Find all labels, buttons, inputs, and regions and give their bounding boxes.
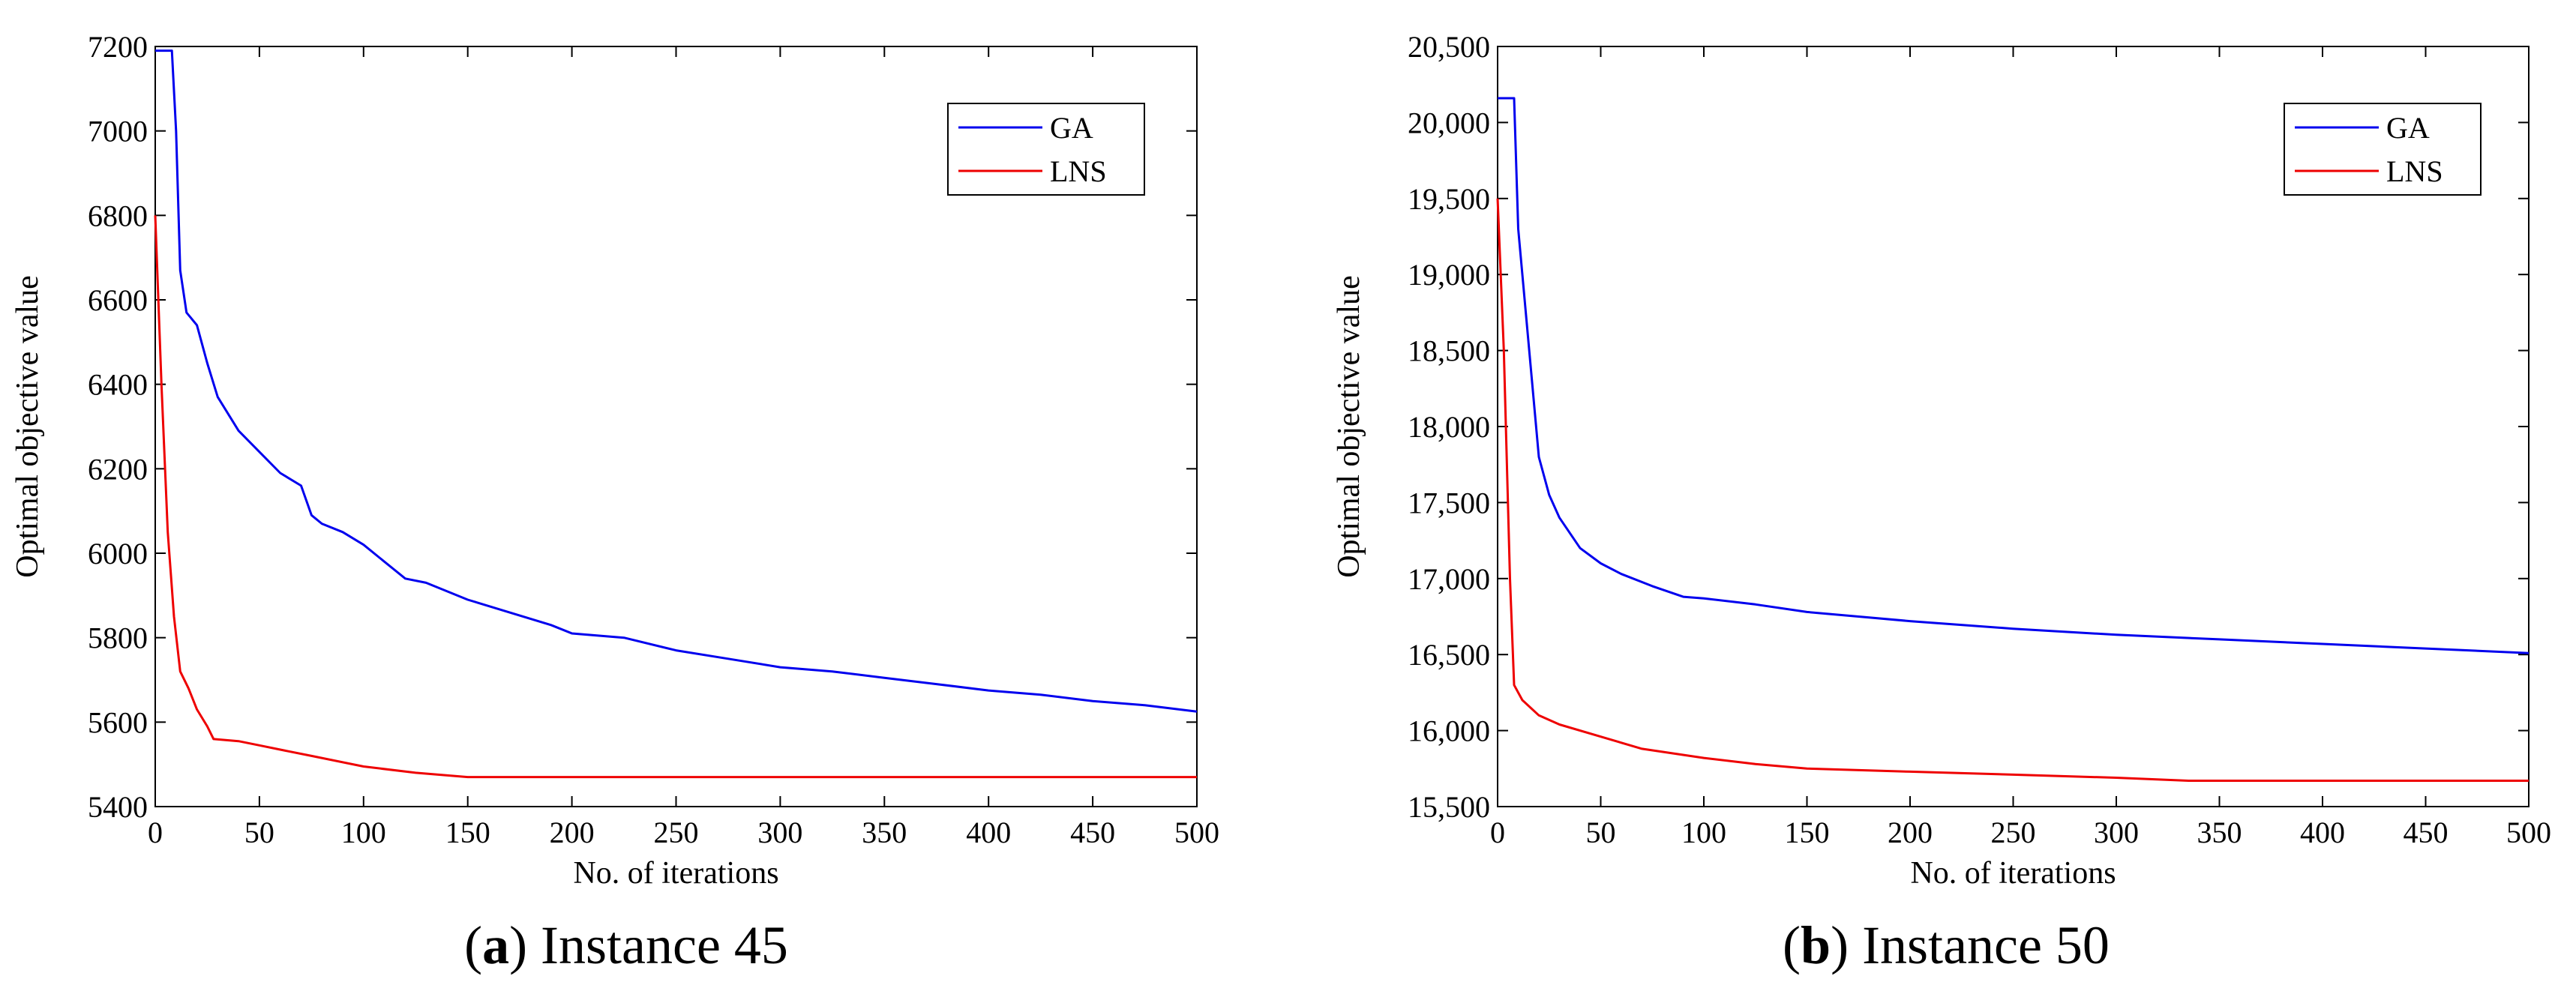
legend-ga-label-b: GA (2386, 111, 2430, 145)
caption-close-a: ) (509, 915, 527, 975)
y-tick-label-b: 20,000 (1408, 106, 1490, 139)
x-tick-label-a: 150 (445, 816, 490, 849)
y-tick-label-a: 5800 (88, 621, 148, 655)
y-tick-label-a: 6000 (88, 537, 148, 570)
x-axis-label-b: No. of iterations (1910, 856, 2116, 891)
y-tick-label-b: 17,000 (1408, 562, 1490, 596)
caption-letter-b: b (1801, 915, 1831, 975)
x-tick-label-b: 300 (2094, 816, 2139, 849)
y-tick-label-a: 7000 (88, 115, 148, 148)
x-tick-label-a: 450 (1070, 816, 1115, 849)
chart-panel-a: 5400 5600 5800 6000 6200 6400 6600 6800 7000 7200… (10, 30, 1219, 975)
y-tick-label-a: 6800 (88, 199, 148, 232)
legend-lns-label-a: LNS (1050, 154, 1107, 188)
y-tick-label-a: 7200 (88, 30, 148, 64)
x-tick-label-b: 400 (2300, 816, 2345, 849)
legend-box-a (947, 103, 1145, 196)
y-tick-label-a: 6600 (88, 283, 148, 317)
y-tick-label-b: 19,000 (1408, 258, 1490, 292)
series-lns-line-a (154, 215, 1197, 779)
y-axis-label-a: Optimal objective value (10, 275, 45, 578)
y-tick-label-a: 6400 (88, 368, 148, 402)
x-tick-label-b: 200 (1888, 816, 1933, 849)
chart-panel-b: 15,500 16,000 16,500 17,000 17,500 18,000 18,5… (1332, 30, 2551, 975)
series-ga-line-a (155, 49, 1198, 713)
x-tick-label-a: 400 (966, 816, 1011, 849)
x-tick-label-a: 100 (341, 816, 386, 849)
legend-lns-label-b: LNS (2386, 154, 2443, 188)
y-axis-label-b: Optimal objective value (1332, 275, 1366, 578)
x-tick-label-a: 0 (148, 816, 163, 849)
caption-close-b: ) (1831, 915, 1849, 975)
legend-box-b (2284, 103, 2482, 196)
y-tick-label-b: 20,500 (1408, 30, 1490, 64)
caption-open-a: ( (464, 915, 482, 975)
x-tick-label-b: 50 (1586, 816, 1616, 849)
y-tick-label-b: 18,000 (1408, 410, 1490, 444)
y-tick-label-b: 16,500 (1408, 638, 1490, 672)
x-tick-label-b: 500 (2506, 816, 2551, 849)
caption-title-a: Instance 45 (541, 915, 788, 975)
x-tick-label-b: 150 (1785, 816, 1830, 849)
caption-open-b: ( (1783, 915, 1801, 975)
y-tick-label-b: 19,500 (1408, 182, 1490, 216)
x-tick-label-b: 100 (1681, 816, 1726, 849)
x-tick-label-b: 250 (1991, 816, 2036, 849)
x-tick-label-b: 350 (2197, 816, 2242, 849)
x-tick-label-a: 500 (1174, 816, 1219, 849)
x-tick-label-a: 250 (654, 816, 699, 849)
x-axis-label-a: No. of iterations (573, 856, 778, 891)
y-tick-label-b: 15,500 (1408, 790, 1490, 824)
legend-a: GA LNS (947, 103, 1145, 196)
legend-ga-label-a: GA (1050, 111, 1093, 145)
x-tick-label-a: 200 (550, 816, 595, 849)
x-tick-label-b: 450 (2404, 816, 2449, 849)
y-tick-label-b: 16,000 (1408, 714, 1490, 748)
caption-a: (a) Instance 45 (464, 915, 788, 975)
x-tick-label-b: 0 (1490, 816, 1505, 849)
x-tick-label-a: 300 (757, 816, 802, 849)
caption-title-b: Instance 50 (1862, 915, 2110, 975)
y-tick-label-b: 17,500 (1408, 486, 1490, 519)
series-lns-line-b (1496, 198, 2529, 782)
y-tick-label-a: 6200 (88, 452, 148, 486)
y-tick-label-b: 18,500 (1408, 334, 1490, 368)
y-tick-label-a: 5400 (88, 790, 148, 824)
x-tick-label-a: 50 (244, 816, 274, 849)
x-tick-label-a: 350 (862, 816, 907, 849)
legend-b: GA LNS (2284, 103, 2482, 196)
caption-b: (b) Instance 50 (1783, 915, 2110, 975)
series-ga-line-b (1498, 97, 2530, 654)
y-tick-label-a: 5600 (88, 705, 148, 739)
caption-letter-a: a (482, 915, 509, 975)
